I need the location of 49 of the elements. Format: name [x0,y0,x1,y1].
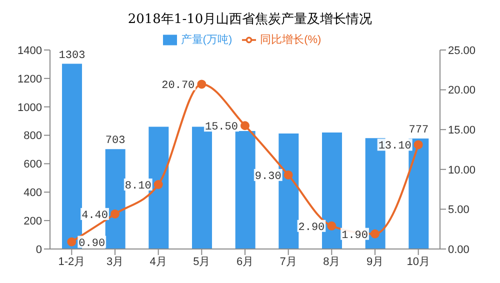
point [110,209,120,218]
data-label: 8.10 [124,180,152,193]
y-tick-label: 1000 [18,102,42,114]
data-label: 9.30 [254,170,282,183]
x-tick-label: 3月 [106,256,124,268]
point [414,140,423,150]
legend-label: 同比增长(%) [260,34,322,46]
point [284,170,293,180]
y-tick-label: 1400 [18,44,42,57]
data-label: 0.90 [78,238,106,250]
y2-tick-label: 0.00 [448,244,470,256]
y-tick-label: 800 [24,130,42,142]
legend-label: 产量(万吨) [180,34,232,46]
x-tick-label: 7月 [280,256,297,268]
data-label: 703 [105,135,126,148]
y2-tick-label: 5.00 [448,204,470,216]
data-label: 2.90 [298,222,325,234]
bar [235,131,256,249]
bar [322,132,342,249]
chart-title: 2018年1-10月山西省焦炭产量及增长情况 [126,11,374,28]
y-tick-label: 200 [24,215,42,228]
data-label: 4.40 [82,210,108,222]
point [154,180,163,190]
data-label: 13.10 [378,140,412,153]
x-tick-label: 10月 [406,256,430,268]
point [240,121,250,130]
data-label: 15.50 [204,122,238,134]
point [67,237,76,246]
y2-tick-label: 10.00 [448,164,476,176]
x-tick-label: 6月 [236,256,254,268]
y2-tick-label: 15.00 [448,124,476,137]
x-tick-label: 9月 [366,256,384,268]
x-tick-label: 4月 [150,256,167,268]
point [370,229,380,238]
y2-tick-label: 25.00 [448,44,476,57]
x-tick-label: 1-2月 [58,256,86,268]
y2-tick-label: 20.00 [448,84,476,97]
data-label: 20.70 [162,80,195,92]
x-tick-label: 8月 [323,256,340,268]
y-tick-label: 1200 [18,73,42,86]
y-tick-label: 0 [36,244,42,256]
data-label: 1.90 [342,230,368,242]
y-tick-label: 600 [24,158,42,171]
data-label: 1303 [58,50,86,62]
point [197,80,206,89]
x-tick-label: 5月 [193,256,210,268]
y-tick-label: 400 [24,187,42,200]
data-label: 777 [408,124,429,137]
point [327,221,336,230]
